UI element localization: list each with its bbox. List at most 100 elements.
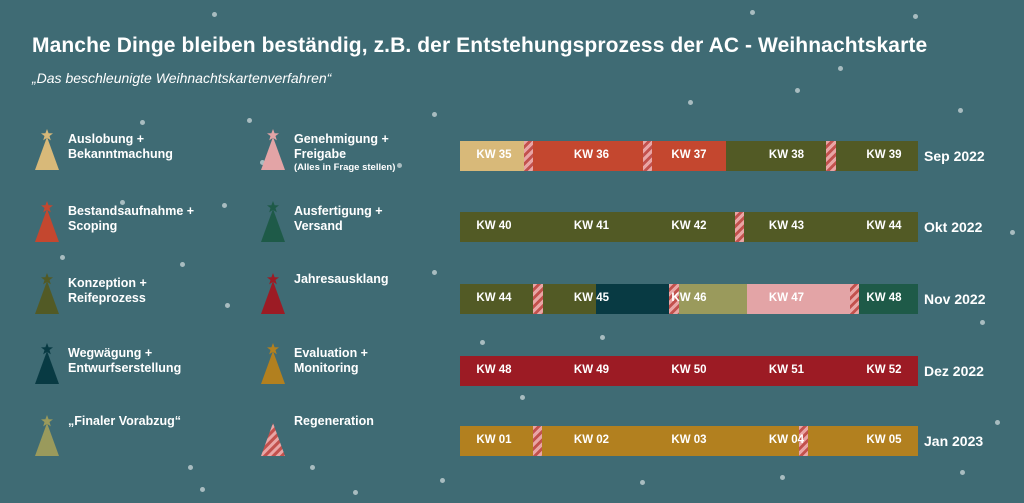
week-label: KW 49 — [573, 364, 610, 376]
snowflake — [913, 14, 918, 19]
legend-item-wegwaegung: Wegwägung + Entwurfserstellung — [32, 342, 181, 386]
week-label: KW 42 — [671, 220, 707, 232]
legend-label-line: Auslobung + — [68, 132, 145, 146]
page-title: Manche Dinge bleiben beständig, z.B. der… — [32, 34, 928, 57]
week-label: KW 52 — [866, 364, 902, 376]
legend-label: Wegwägung + Entwurfserstellung — [68, 346, 181, 376]
phase-segment-konzeption — [542, 284, 597, 314]
legend-label-line: Konzeption + — [68, 276, 147, 290]
week-label: KW 44 — [866, 220, 902, 232]
phase-segment-konzeption — [743, 212, 918, 242]
week-label: KW 05 — [866, 434, 902, 446]
snowflake — [960, 470, 965, 475]
week-label: KW 45 — [573, 292, 610, 304]
phase-segment-jahresausklang — [460, 356, 918, 386]
legend-item-konzeption: Konzeption + Reifeprozess — [32, 272, 147, 316]
week-label: KW 43 — [768, 220, 805, 232]
week-label: KW 40 — [476, 220, 512, 232]
phase-segment-evaluation — [460, 426, 534, 456]
snowflake — [260, 160, 265, 165]
week-label: KW 37 — [671, 149, 707, 161]
week-label: KW 03 — [671, 434, 707, 446]
snowflake — [60, 255, 65, 260]
legend-label: Genehmigung + Freigabe (Alles in Frage ste… — [294, 132, 395, 174]
timeline-bar: KW 35 KW 36 KW 37 KW 38 KW 39 — [460, 141, 918, 171]
phase-segment-ausfertigung — [859, 284, 918, 314]
legend-label-line: Genehmigung + — [294, 132, 389, 146]
month-label: Dez 2022 — [924, 363, 984, 379]
phase-segment-regeneration — [643, 141, 653, 171]
legend-label: Bestandsaufnahme + Scoping — [68, 204, 194, 234]
snowflake — [222, 203, 227, 208]
tree-icon — [32, 414, 62, 458]
legend-label-line: Monitoring — [294, 361, 359, 375]
legend-label-line: Evaluation + — [294, 346, 368, 360]
legend-label: Regeneration — [294, 414, 374, 429]
week-label: KW 36 — [573, 149, 610, 161]
week-label: KW 51 — [768, 364, 805, 376]
snowflake — [440, 478, 445, 483]
legend-sublabel: (Alles in Frage stellen) — [294, 162, 396, 173]
snowflake — [212, 12, 217, 17]
legend-label-line: Jahresausklang — [294, 272, 389, 286]
month-label: Sep 2022 — [924, 148, 985, 164]
legend-label-line: Regeneration — [294, 414, 374, 428]
snowflake — [958, 108, 963, 113]
week-label: KW 48 — [866, 292, 902, 304]
month-label: Jan 2023 — [924, 433, 984, 449]
month-label: Nov 2022 — [924, 291, 986, 307]
phase-segment-konzeption — [460, 212, 735, 242]
phase-segment-regeneration — [826, 141, 836, 171]
tree-icon — [258, 200, 288, 244]
snowflake — [140, 120, 145, 125]
phase-segment-regeneration — [849, 284, 860, 314]
snowflake — [180, 262, 185, 267]
snowflake — [397, 163, 402, 168]
phase-segment-auslobung — [460, 141, 525, 171]
phase-segment-bestandsaufnahme — [652, 141, 726, 171]
legend-item-jahresausklang: Jahresausklang — [258, 272, 389, 316]
tree-icon — [32, 272, 62, 316]
legend-item-evaluation: Evaluation + Monitoring — [258, 342, 368, 386]
snowflake — [688, 100, 693, 105]
legend-label-line: Bekanntmachung — [68, 147, 173, 161]
phase-segment-regeneration — [533, 284, 543, 314]
legend-item-auslobung: Auslobung + Bekanntmachung — [32, 128, 173, 172]
phase-segment-regeneration — [798, 426, 809, 456]
week-label: KW 04 — [768, 434, 805, 446]
legend-label-line: Wegwägung + — [68, 346, 153, 360]
snowflake — [225, 303, 230, 308]
snowflake — [188, 465, 193, 470]
phase-segment-bestandsaufnahme — [533, 141, 644, 171]
legend-label: Ausfertigung + Versand — [294, 204, 383, 234]
snowflake — [353, 490, 358, 495]
tree-icon — [32, 342, 62, 386]
tree-icon — [258, 128, 288, 172]
legend-item-regeneration: Regeneration — [258, 414, 374, 458]
week-label: KW 41 — [573, 220, 610, 232]
snowflake — [200, 487, 205, 492]
snowflake — [520, 395, 525, 400]
phase-segment-evaluation — [542, 426, 799, 456]
legend-item-bestandsaufnahme: Bestandsaufnahme + Scoping — [32, 200, 194, 244]
legend-label-line: Entwurfserstellung — [68, 361, 182, 375]
snowflake — [310, 465, 315, 470]
phase-segment-evaluation — [808, 426, 918, 456]
legend-label: Auslobung + Bekanntmachung — [68, 132, 173, 162]
week-label: KW 39 — [866, 149, 902, 161]
snowflake — [795, 88, 800, 93]
phase-segment-wegwaegung — [596, 284, 670, 314]
phase-segment-regeneration — [533, 426, 543, 456]
snowflake — [838, 66, 843, 71]
snowflake — [980, 320, 985, 325]
week-label: KW 44 — [476, 292, 512, 304]
legend-label: Jahresausklang — [294, 272, 389, 287]
snowflake — [600, 335, 605, 340]
week-label: KW 35 — [476, 149, 512, 161]
snowflake — [640, 480, 645, 485]
legend-label-line: Freigabe — [294, 147, 347, 161]
snowflake — [480, 340, 485, 345]
week-label: KW 02 — [573, 434, 610, 446]
page-subtitle: „Das beschleunigte Weihnachtskartenverfa… — [32, 70, 332, 86]
phase-segment-konzeption — [725, 141, 827, 171]
